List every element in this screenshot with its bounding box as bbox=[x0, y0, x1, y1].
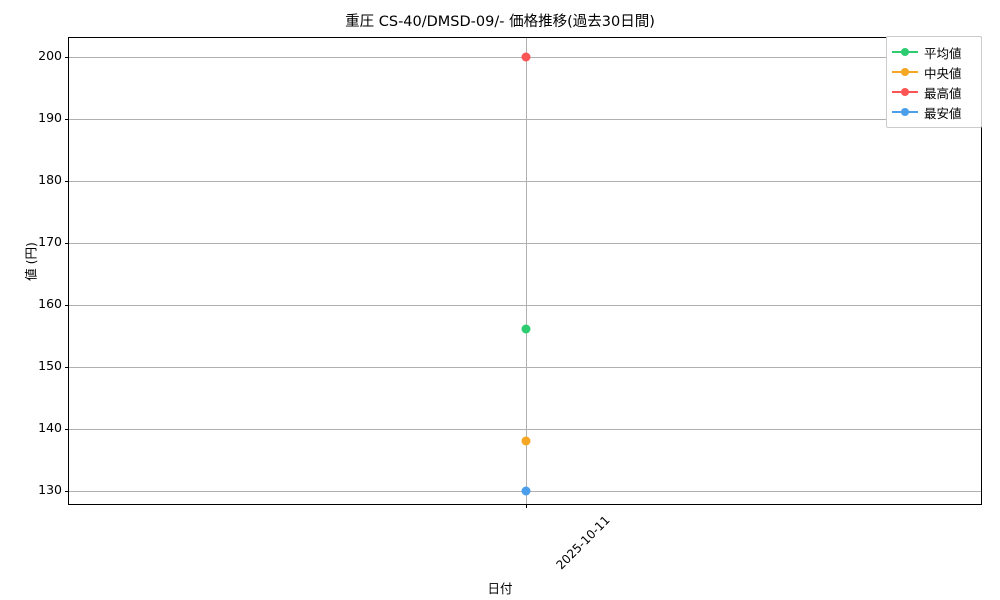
gridline-horizontal bbox=[69, 242, 981, 244]
legend-marker-min-icon bbox=[892, 106, 918, 118]
plot-area bbox=[65, 37, 982, 508]
y-axis-tick-label: 180 bbox=[38, 171, 62, 187]
data-point-marker bbox=[521, 52, 531, 62]
chart-legend: 平均値 中央値 最高値 最安値 bbox=[886, 36, 982, 128]
legend-marker-average-icon bbox=[892, 46, 918, 58]
y-axis-tick-label: 170 bbox=[38, 233, 62, 249]
legend-label-median: 中央値 bbox=[924, 65, 962, 81]
gridline-horizontal bbox=[69, 428, 981, 430]
y-axis-tick-mark bbox=[65, 366, 69, 368]
legend-item-average[interactable]: 平均値 bbox=[892, 42, 975, 62]
y-axis-tick-mark bbox=[65, 490, 69, 492]
gridline-horizontal bbox=[69, 180, 981, 182]
y-axis-tick-label: 150 bbox=[38, 357, 62, 373]
data-point-marker bbox=[521, 486, 531, 495]
x-axis-tick-mark bbox=[526, 504, 528, 508]
data-point-marker bbox=[521, 436, 531, 446]
gridline-horizontal bbox=[69, 118, 981, 120]
gridline-horizontal bbox=[69, 304, 981, 306]
legend-marker-max-icon bbox=[892, 86, 918, 98]
gridline-vertical bbox=[526, 38, 527, 504]
legend-label-max: 最高値 bbox=[924, 85, 962, 101]
legend-item-max[interactable]: 最高値 bbox=[892, 82, 975, 102]
y-axis-tick-mark bbox=[65, 428, 69, 430]
legend-label-min: 最安値 bbox=[924, 105, 962, 121]
y-axis-tick-mark bbox=[65, 56, 69, 58]
legend-marker-median-icon bbox=[892, 66, 918, 78]
chart-title: 重圧 CS-40/DMSD-09/- 価格推移(過去30日間) bbox=[345, 14, 655, 30]
legend-item-median[interactable]: 中央値 bbox=[892, 62, 975, 82]
y-axis-tick-label: 190 bbox=[38, 109, 62, 125]
x-axis-tick-label: 2025-10-11 bbox=[553, 513, 613, 573]
y-axis-tick-label: 200 bbox=[38, 47, 62, 63]
y-axis-tick-mark bbox=[65, 242, 69, 244]
gridline-horizontal bbox=[69, 366, 981, 368]
y-axis-tick-mark bbox=[65, 180, 69, 182]
y-axis-tick-label: 140 bbox=[38, 419, 62, 435]
y-axis-tick-mark bbox=[65, 304, 69, 306]
y-axis-tick-mark bbox=[65, 118, 69, 120]
legend-label-average: 平均値 bbox=[924, 45, 962, 61]
x-axis-title: 日付 bbox=[487, 581, 513, 596]
legend-item-min[interactable]: 最安値 bbox=[892, 102, 975, 122]
data-point-marker bbox=[521, 324, 531, 334]
y-axis-tick-label: 160 bbox=[38, 295, 62, 311]
y-axis-tick-label: 130 bbox=[38, 481, 62, 497]
